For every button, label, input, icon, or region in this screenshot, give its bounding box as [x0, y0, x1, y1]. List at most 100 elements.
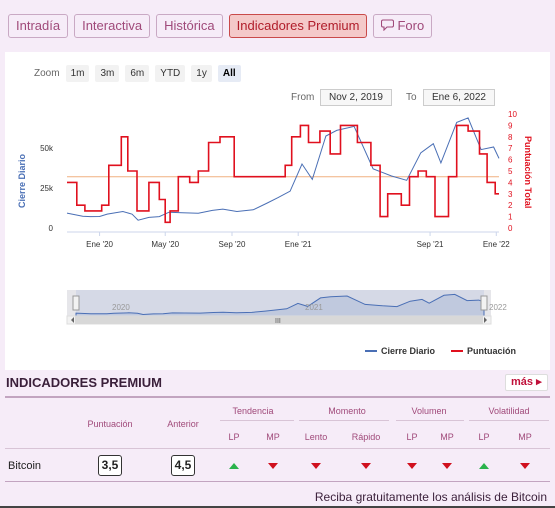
- y-left-tick-label: 50k: [40, 144, 54, 153]
- triangle-down-icon: [407, 463, 417, 469]
- from-date-input[interactable]: Nov 2, 2019: [320, 89, 392, 106]
- to-label: To: [406, 92, 417, 103]
- scroll-right-arrow-icon[interactable]: [484, 317, 487, 323]
- from-label: From: [291, 92, 315, 103]
- indicators-table: Puntuación Anterior Tendencia Momento Vo…: [5, 396, 550, 482]
- tab-bar: Intradía Interactiva Histórica Indicador…: [8, 14, 433, 38]
- table-row-divider: [5, 448, 550, 449]
- y-right-tick-label: 6: [508, 156, 513, 165]
- range-selector: Zoom 1m 3m 6m YTD 1y All: [34, 65, 241, 82]
- sub-header-volumen-lp: LP: [406, 432, 418, 442]
- triangle-down-icon: [520, 463, 530, 469]
- x-tick-label: Ene '21: [285, 240, 312, 249]
- tab-interactiva[interactable]: Interactiva: [74, 14, 151, 38]
- group-header-volumen: Volumen: [411, 406, 447, 416]
- legend-swatch-puntuacion: [451, 350, 464, 352]
- sub-header-tendencia-mp: MP: [266, 432, 280, 442]
- legend-label-puntuacion: Puntuación: [467, 346, 517, 356]
- y-right-axis-title: Puntuación Total: [523, 136, 533, 208]
- speech-bubble-icon: [381, 16, 395, 38]
- anterior-score: 4,5: [171, 455, 195, 476]
- sub-header-volatilidad-lp: LP: [478, 432, 490, 442]
- group-header-volatilidad: Volatilidad: [488, 406, 530, 416]
- navigator-label-2020: 2020: [112, 303, 130, 312]
- y-right-tick-label: 8: [508, 133, 513, 142]
- col-header-puntuacion: Puntuación: [87, 419, 133, 429]
- group-header-tendencia: Tendencia: [232, 406, 274, 416]
- sub-header-momento-rapido: Rápido: [351, 432, 381, 442]
- range-button-1m[interactable]: 1m: [65, 65, 90, 82]
- price-score-chart: 0 25k 50k Cierre Diario 0 1 2 3 4 5 6 7 8 9 10 Puntuaci…: [17, 110, 533, 325]
- sub-header-tendencia-lp: LP: [228, 432, 240, 442]
- scroll-grip-icon: III: [275, 318, 281, 325]
- group-header-momento: Momento: [328, 406, 366, 416]
- navigator-scroll-thumb[interactable]: [75, 316, 483, 324]
- navigator[interactable]: 2020 2021 2022 III: [66, 290, 507, 325]
- footer-strip: [0, 486, 555, 508]
- triangle-down-icon: [268, 463, 278, 469]
- series-line-puntuacion: [67, 124, 499, 224]
- legend-item-cierre[interactable]: Cierre Diario: [365, 346, 435, 356]
- y-left-axis-title: Cierre Diario: [17, 153, 27, 208]
- group-divider: [469, 420, 549, 421]
- range-button-3m[interactable]: 3m: [95, 65, 120, 82]
- range-button-1y[interactable]: 1y: [191, 65, 212, 82]
- tab-foro-label: Foro: [397, 18, 425, 33]
- series-line-cierre-diario: [66, 117, 500, 221]
- sub-header-volumen-mp: MP: [440, 432, 454, 442]
- y-right-tick-label: 3: [508, 190, 513, 199]
- y-right-tick-label: 9: [508, 121, 513, 130]
- col-header-anterior: Anterior: [167, 419, 199, 429]
- y-right-tick-label: 7: [508, 144, 513, 153]
- legend-label-cierre: Cierre Diario: [381, 346, 436, 356]
- to-date-input[interactable]: Ene 6, 2022: [423, 89, 495, 106]
- y-left-tick-label: 25k: [40, 184, 54, 193]
- group-divider: [299, 420, 389, 421]
- x-tick-label: Sep '20: [219, 240, 246, 249]
- y-right-tick-label: 4: [508, 178, 513, 187]
- group-divider: [220, 420, 294, 421]
- navigator-handle-right[interactable]: [480, 295, 488, 311]
- triangle-up-icon: [229, 463, 239, 469]
- sub-header-momento-lento: Lento: [304, 432, 328, 442]
- y-right-tick-label: 10: [508, 110, 517, 119]
- puntuacion-score: 3,5: [98, 455, 122, 476]
- y-right-tick-label: 1: [508, 213, 513, 222]
- sub-header-volatilidad-mp: MP: [518, 432, 532, 442]
- scroll-left-arrow-icon[interactable]: [71, 317, 74, 323]
- navigator-label-2022: 2022: [489, 303, 507, 312]
- footer-cta-link[interactable]: Reciba gratuitamente los análisis de Bit…: [314, 490, 547, 504]
- triangle-down-icon: [361, 463, 371, 469]
- triangle-up-icon: [479, 463, 489, 469]
- range-button-6m[interactable]: 6m: [125, 65, 150, 82]
- tab-indicadores-premium[interactable]: Indicadores Premium: [228, 14, 368, 38]
- y-left-tick-label: 0: [49, 224, 54, 233]
- range-button-all[interactable]: All: [217, 65, 241, 82]
- group-divider: [396, 420, 464, 421]
- x-tick-label: Ene '22: [483, 240, 510, 249]
- zoom-label: Zoom: [34, 68, 60, 79]
- tab-intradia[interactable]: Intradía: [8, 14, 69, 38]
- x-tick-label: Sep '21: [417, 240, 444, 249]
- tab-foro[interactable]: Foro: [373, 14, 433, 38]
- chart-legend: Cierre Diario Puntuación: [365, 346, 516, 356]
- y-right-tick-label: 2: [508, 201, 513, 210]
- bottom-rule: [0, 506, 555, 508]
- navigator-window[interactable]: [76, 290, 484, 320]
- range-button-ytd[interactable]: YTD: [155, 65, 186, 82]
- caret-right-icon: ▸: [536, 376, 542, 388]
- navigator-handle-left[interactable]: [72, 295, 80, 311]
- y-right-tick-label: 5: [508, 167, 513, 176]
- legend-item-puntuacion[interactable]: Puntuación: [451, 346, 516, 356]
- tab-historica[interactable]: Histórica: [156, 14, 223, 38]
- navigator-label-2021: 2021: [305, 303, 323, 312]
- x-tick-label: Ene '20: [86, 240, 113, 249]
- y-right-tick-label: 0: [508, 224, 513, 233]
- more-button[interactable]: más ▸: [505, 374, 548, 391]
- triangle-down-icon: [311, 463, 321, 469]
- row-asset-name[interactable]: Bitcoin: [8, 460, 42, 472]
- x-tick-label: May '20: [151, 240, 179, 249]
- section-title: INDICADORES PREMIUM: [6, 375, 163, 390]
- chart-panel: Zoom 1m 3m 6m YTD 1y All From Nov 2, 201…: [5, 52, 550, 370]
- legend-swatch-cierre: [365, 350, 377, 352]
